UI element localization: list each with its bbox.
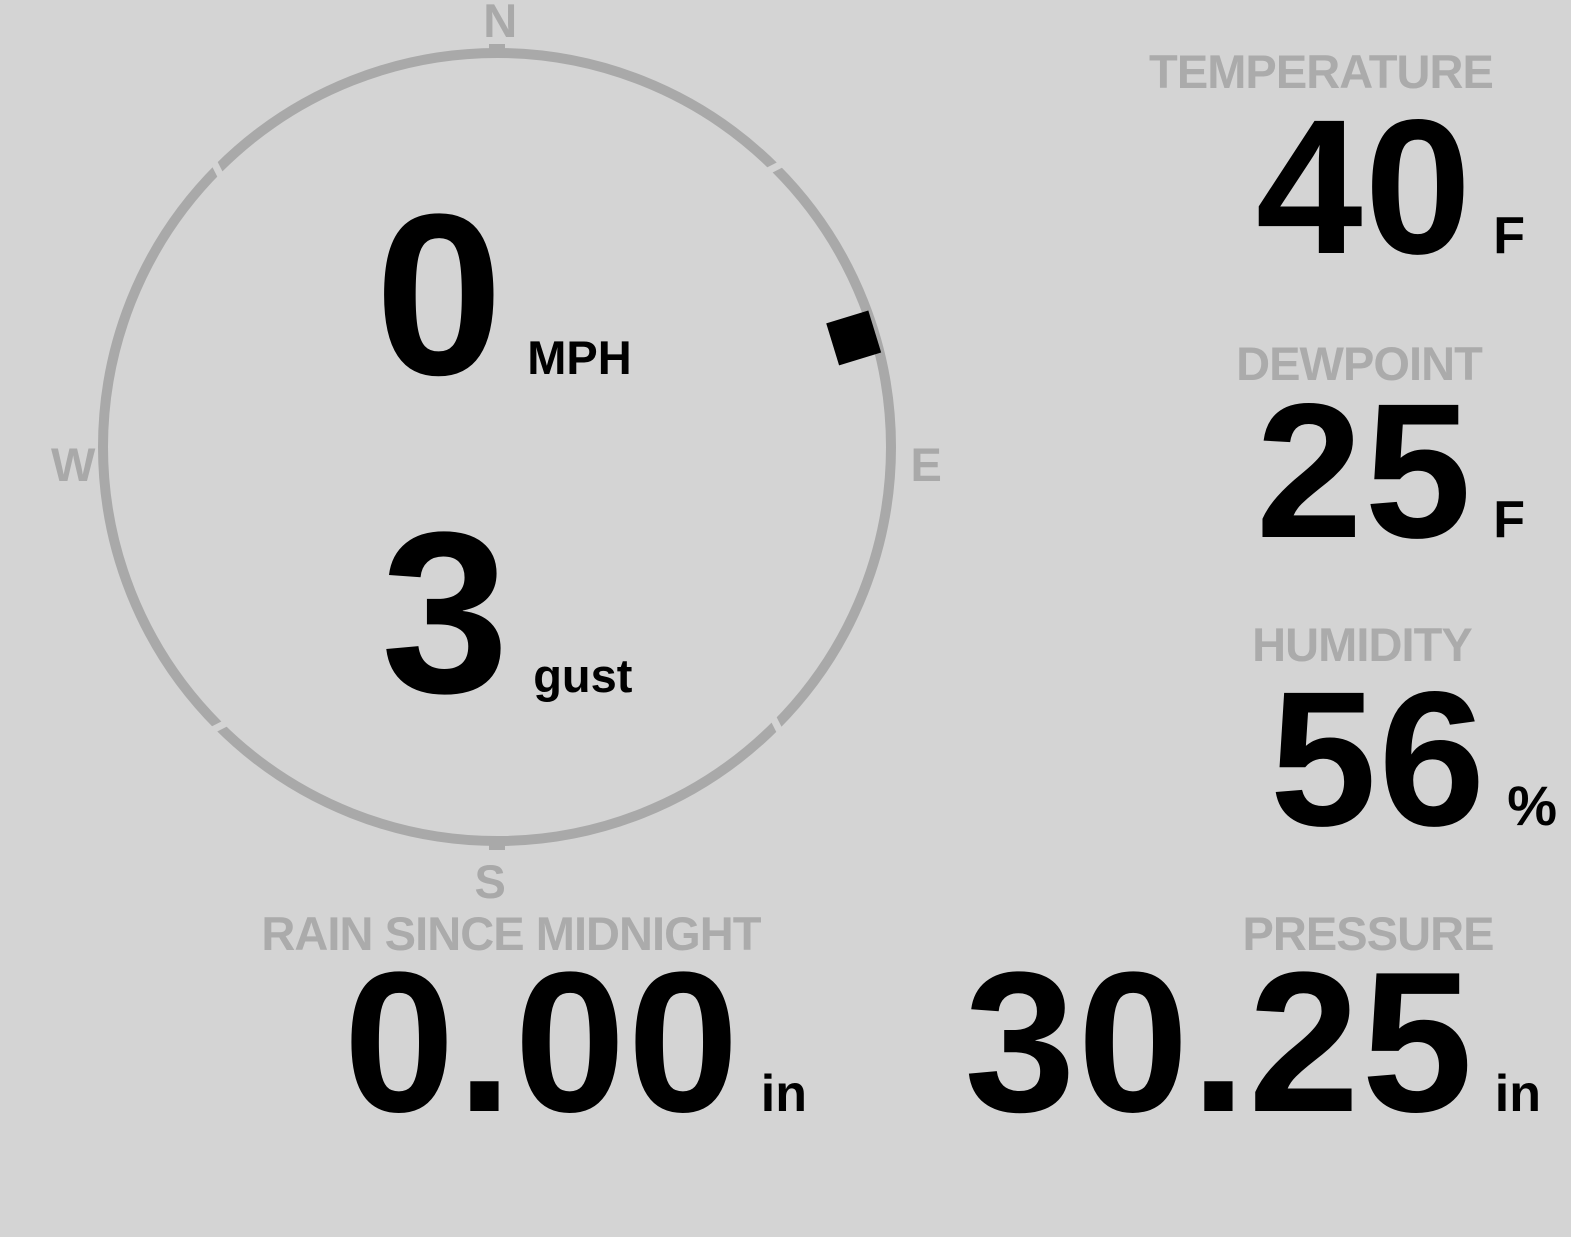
dewpoint-unit: F	[1493, 491, 1525, 549]
compass-label-west: W	[51, 438, 95, 491]
pressure-label: PRESSURE	[1242, 907, 1494, 960]
dewpoint-reading: 25 F	[1256, 375, 1525, 567]
pressure-reading: 30.25 in	[964, 943, 1541, 1143]
wind-direction-marker	[826, 310, 882, 366]
temperature-value: 40	[1255, 79, 1474, 294]
humidity-value: 56	[1269, 651, 1488, 866]
dewpoint-value: 25	[1255, 363, 1474, 578]
compass-tick-north	[489, 44, 505, 52]
rain-unit: in	[760, 1065, 807, 1123]
temperature-reading: 40 F	[1256, 91, 1525, 283]
compass-label-north: N	[483, 0, 517, 47]
temperature-label: TEMPERATURE	[1149, 45, 1494, 98]
wind-gust: 3 gust	[381, 498, 632, 728]
compass-tick-south	[489, 842, 505, 850]
wind-gust-unit: gust	[533, 649, 633, 702]
rain-value: 0.00	[343, 931, 741, 1154]
temperature-unit: F	[1493, 207, 1525, 265]
wind-speed: 0 MPH	[375, 180, 632, 410]
wind-speed-unit: MPH	[527, 331, 632, 384]
compass-intercardinal-notches	[206, 156, 788, 738]
compass-ring	[98, 48, 896, 846]
compass-label-east: E	[910, 438, 942, 491]
humidity-label: HUMIDITY	[1252, 618, 1473, 671]
pressure-unit: in	[1494, 1065, 1541, 1123]
rain-reading: 0.00 in	[344, 943, 807, 1143]
wind-gust-value: 3	[381, 484, 512, 741]
pressure-value: 30.25	[964, 931, 1475, 1154]
wind-compass-gauge	[98, 44, 896, 850]
humidity-reading: 56 %	[1270, 663, 1557, 855]
compass-label-south: S	[474, 855, 506, 908]
dewpoint-label: DEWPOINT	[1236, 337, 1483, 390]
humidity-unit: %	[1507, 774, 1557, 837]
rain-label: RAIN SINCE MIDNIGHT	[261, 907, 761, 960]
wind-speed-value: 0	[375, 166, 506, 423]
